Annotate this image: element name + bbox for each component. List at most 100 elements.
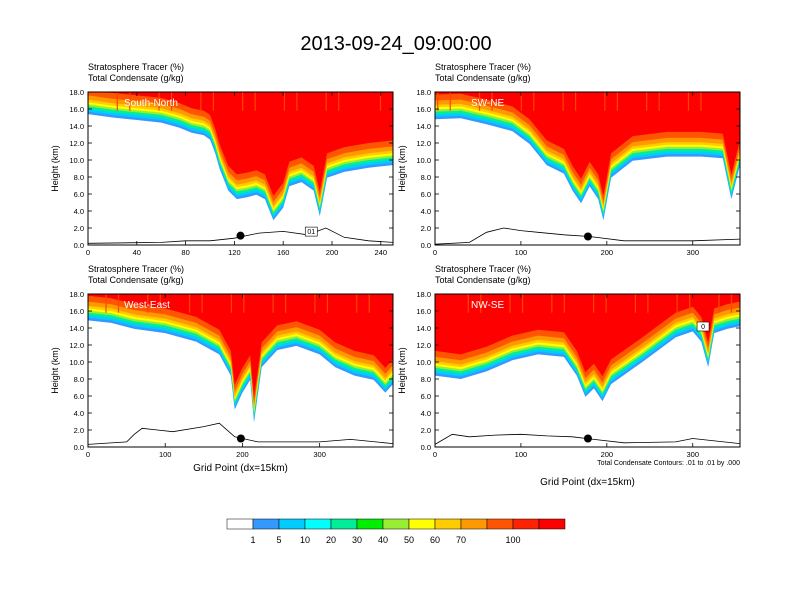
y-tick-label: 12.0	[416, 341, 431, 350]
colorbar-tick-label: 70	[456, 535, 466, 545]
panel-label: NW-SE	[471, 300, 504, 311]
y-tick-label: 0.0	[421, 443, 431, 452]
tracer-field	[435, 294, 740, 445]
colorbar-swatch	[304, 518, 332, 530]
y-tick-label: 12.0	[416, 139, 431, 148]
colorbar-tick-label: 50	[404, 535, 414, 545]
contour-label: 0	[701, 324, 705, 331]
panel-sw-ne: Stratosphere Tracer (%)Total Condensate …	[397, 62, 741, 257]
tracer-band-9	[435, 294, 740, 377]
y-axis-label: Height (km)	[397, 145, 407, 192]
colorbar-swatch	[512, 518, 540, 530]
contour-label-box	[696, 321, 710, 332]
plot-frame	[87, 293, 394, 448]
y-tick-label: 16.0	[69, 105, 84, 114]
location-marker	[583, 434, 592, 443]
panel-label: SW-NE	[471, 98, 504, 109]
colorbar-swatch	[460, 518, 488, 530]
y-tick-label: 10.0	[69, 156, 84, 165]
tracer-field	[88, 92, 393, 244]
x-tick-label: 100	[515, 450, 528, 459]
panel-subtitle-condensate: Total Condensate (g/kg)	[435, 275, 531, 285]
colorbar-swatch	[408, 518, 436, 530]
location-marker	[236, 231, 245, 240]
panel-nw-se: Stratosphere Tracer (%)Total Condensate …	[397, 264, 741, 488]
plot-frame	[434, 91, 741, 246]
x-tick-label: 120	[228, 248, 241, 257]
x-tick-label: 40	[133, 248, 141, 257]
y-tick-label: 4.0	[421, 207, 431, 216]
x-tick-label: 200	[236, 450, 249, 459]
colorbar-swatch	[330, 518, 358, 530]
y-tick-label: 6.0	[74, 190, 84, 199]
tracer-band-9	[435, 92, 740, 196]
tracer-band-9	[88, 92, 393, 196]
terrain-line	[435, 433, 740, 445]
colorbar-swatch	[278, 518, 306, 530]
x-tick-label: 100	[515, 248, 528, 257]
colorbar-tick-label: 60	[430, 535, 440, 545]
panel-subtitle-tracer: Stratosphere Tracer (%)	[435, 62, 531, 72]
x-tick-label: 200	[601, 248, 614, 257]
y-tick-label: 4.0	[74, 409, 84, 418]
y-axis-label: Height (km)	[50, 145, 60, 192]
x-tick-label: 200	[326, 248, 339, 257]
y-tick-label: 6.0	[421, 190, 431, 199]
y-tick-label: 14.0	[69, 324, 84, 333]
y-tick-label: 4.0	[74, 207, 84, 216]
y-tick-label: 16.0	[69, 307, 84, 316]
x-tick-label: 160	[277, 248, 290, 257]
location-marker	[583, 232, 592, 241]
y-tick-label: 12.0	[69, 341, 84, 350]
y-tick-label: 18.0	[69, 88, 84, 97]
panel-subtitle-tracer: Stratosphere Tracer (%)	[88, 264, 184, 274]
colorbar-tick-label: 30	[352, 535, 362, 545]
y-tick-label: 0.0	[74, 241, 84, 250]
terrain-line	[88, 422, 393, 445]
panel-subtitle-condensate: Total Condensate (g/kg)	[88, 275, 184, 285]
colorbar-swatch	[486, 518, 514, 530]
y-tick-label: 8.0	[74, 173, 84, 182]
x-axis-label: Grid Point (dx=15km)	[193, 463, 288, 474]
contour-label: 01	[307, 229, 315, 236]
x-tick-label: 300	[313, 450, 326, 459]
plot-frame	[87, 91, 394, 246]
y-tick-label: 6.0	[421, 392, 431, 401]
y-tick-label: 0.0	[421, 241, 431, 250]
x-tick-label: 80	[181, 248, 189, 257]
x-tick-label: 0	[86, 450, 90, 459]
y-tick-label: 10.0	[69, 358, 84, 367]
contour-note: Total Condensate Contours: .01 to .01 by…	[597, 460, 740, 467]
x-tick-label: 240	[375, 248, 388, 257]
panel-subtitle-condensate: Total Condensate (g/kg)	[435, 73, 531, 83]
colorbar-swatch	[356, 518, 384, 530]
colorbar: 1 5 10 20 30 40 50 60 70 100	[226, 518, 566, 545]
y-axis-label: Height (km)	[397, 347, 407, 394]
panel-subtitle-tracer: Stratosphere Tracer (%)	[435, 264, 531, 274]
y-tick-label: 18.0	[69, 290, 84, 299]
x-tick-label: 0	[433, 248, 437, 257]
colorbar-swatch	[252, 518, 280, 530]
y-tick-label: 14.0	[69, 122, 84, 131]
y-tick-label: 2.0	[421, 426, 431, 435]
x-tick-label: 100	[159, 450, 172, 459]
colorbar-swatch	[434, 518, 462, 530]
colorbar-swatch	[382, 518, 410, 530]
panel-label: West-East	[124, 300, 170, 311]
y-tick-label: 16.0	[416, 105, 431, 114]
y-tick-label: 4.0	[421, 409, 431, 418]
x-tick-label: 300	[686, 450, 699, 459]
colorbar-tick-label: 10	[300, 535, 310, 545]
contour-label-box	[304, 226, 318, 237]
panel-label: South-North	[124, 98, 178, 109]
x-axis-label: Grid Point (dx=15km)	[540, 477, 635, 488]
y-tick-label: 18.0	[416, 290, 431, 299]
tracer-field	[88, 294, 393, 445]
panel-south-north: Stratosphere Tracer (%)Total Condensate …	[50, 62, 394, 257]
colorbar-tick-label: 40	[378, 535, 388, 545]
terrain-line	[88, 227, 393, 244]
colorbar-swatch	[538, 518, 566, 530]
y-tick-label: 10.0	[416, 156, 431, 165]
panel-subtitle-tracer: Stratosphere Tracer (%)	[88, 62, 184, 72]
